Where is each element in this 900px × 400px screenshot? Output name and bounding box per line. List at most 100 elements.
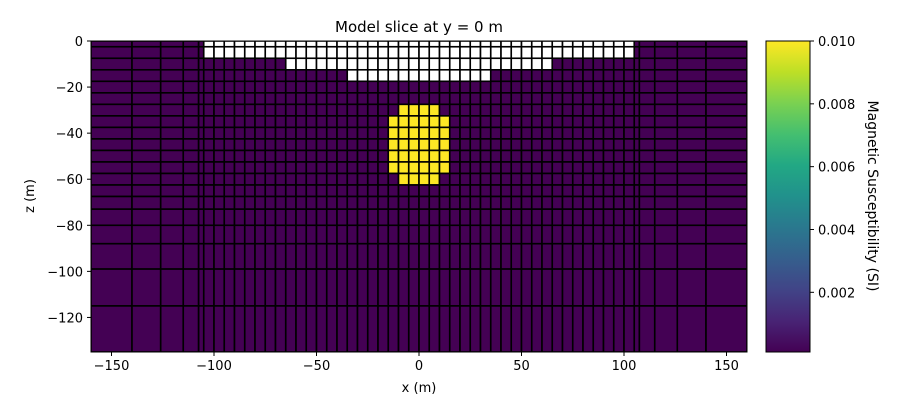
mesh-cell [387, 195, 400, 210]
mesh-cell [202, 149, 215, 163]
air-cell [264, 41, 277, 48]
mesh-cell [202, 126, 215, 140]
mesh-cell [551, 103, 564, 117]
mesh-cell [159, 268, 185, 307]
x-tick-label: 0 [415, 359, 423, 374]
mesh-cell [705, 80, 747, 94]
mesh-cell [284, 184, 297, 198]
mesh-cell [407, 208, 420, 227]
mesh-cell [295, 138, 308, 152]
mesh-cell [182, 41, 200, 48]
mesh-cell [243, 208, 256, 227]
mesh-cell [243, 57, 256, 71]
air-cell [489, 45, 502, 60]
mesh-cell [418, 224, 431, 245]
mesh-cell [623, 305, 636, 352]
air-cell [500, 45, 513, 60]
air-cell [356, 68, 369, 83]
mesh-cell [305, 80, 318, 94]
air-cell [510, 57, 523, 71]
mesh-cell [202, 115, 215, 129]
air-cell [612, 45, 625, 60]
air-cell [213, 45, 226, 60]
mesh-cell [264, 92, 277, 106]
mesh-cell [131, 184, 162, 198]
mesh-cell [469, 161, 482, 175]
mesh-cell [448, 138, 461, 152]
mesh-cell [489, 68, 502, 83]
air-cell [387, 41, 400, 48]
mesh-cell [397, 195, 410, 210]
anomaly-cell [418, 172, 431, 186]
mesh-cell [602, 305, 615, 352]
mesh-cell [561, 161, 574, 175]
air-cell [346, 68, 359, 83]
air-cell [377, 68, 390, 83]
mesh-cell [551, 115, 564, 129]
mesh-cell [202, 172, 215, 186]
mesh-cell [233, 138, 246, 152]
mesh-cell [91, 41, 133, 48]
mesh-cell [346, 305, 359, 352]
mesh-cell [305, 103, 318, 117]
mesh-cell [159, 57, 185, 71]
mesh-cell [602, 115, 615, 129]
mesh-cell [623, 242, 636, 270]
anomaly-cell [407, 115, 420, 129]
mesh-cell [182, 115, 200, 129]
mesh-cell [448, 92, 461, 106]
anomaly-cell [387, 161, 400, 175]
mesh-cell [305, 184, 318, 198]
air-cell [571, 41, 584, 48]
mesh-cell [500, 184, 513, 198]
mesh-cell [459, 172, 472, 186]
mesh-cell [284, 115, 297, 129]
mesh-cell [530, 149, 543, 163]
air-cell [510, 45, 523, 60]
mesh-cell [295, 68, 308, 83]
mesh-cell [284, 305, 297, 352]
mesh-cell [571, 305, 584, 352]
mesh-cell [479, 103, 492, 117]
mesh-cell [551, 149, 564, 163]
air-cell [325, 41, 338, 48]
mesh-cell [264, 115, 277, 129]
mesh-cell [418, 195, 431, 210]
mesh-cell [274, 103, 287, 117]
air-cell [561, 41, 574, 48]
mesh-cell [500, 103, 513, 117]
mesh-cell [91, 103, 133, 117]
mesh-cell [623, 149, 636, 163]
mesh-cell [159, 80, 185, 94]
mesh-cell [459, 224, 472, 245]
mesh-cell [159, 149, 185, 163]
mesh-cell [459, 208, 472, 227]
mesh-cell [623, 184, 636, 198]
air-cell [274, 41, 287, 48]
mesh-cell [407, 92, 420, 106]
mesh-cell [131, 242, 162, 270]
mesh-cell [459, 138, 472, 152]
mesh-cell [571, 103, 584, 117]
mesh-cell [541, 149, 554, 163]
mesh-cell [448, 172, 461, 186]
mesh-cell [243, 224, 256, 245]
mesh-cell [397, 92, 410, 106]
mesh-cell [582, 57, 595, 71]
air-cell [582, 41, 595, 48]
mesh-cell [284, 195, 297, 210]
air-cell [551, 41, 564, 48]
mesh-cell [510, 92, 523, 106]
mesh-cell [387, 242, 400, 270]
mesh-cell [676, 195, 707, 210]
mesh-cell [356, 80, 369, 94]
air-cell [500, 41, 513, 48]
mesh-cell [295, 208, 308, 227]
mesh-cell [571, 184, 584, 198]
colorbar-tick-label: 0.006 [818, 161, 855, 176]
anomaly-cell [397, 103, 410, 117]
mesh-cell [479, 195, 492, 210]
mesh-cell [582, 80, 595, 94]
mesh-cell [397, 80, 410, 94]
mesh-cell [500, 126, 513, 140]
